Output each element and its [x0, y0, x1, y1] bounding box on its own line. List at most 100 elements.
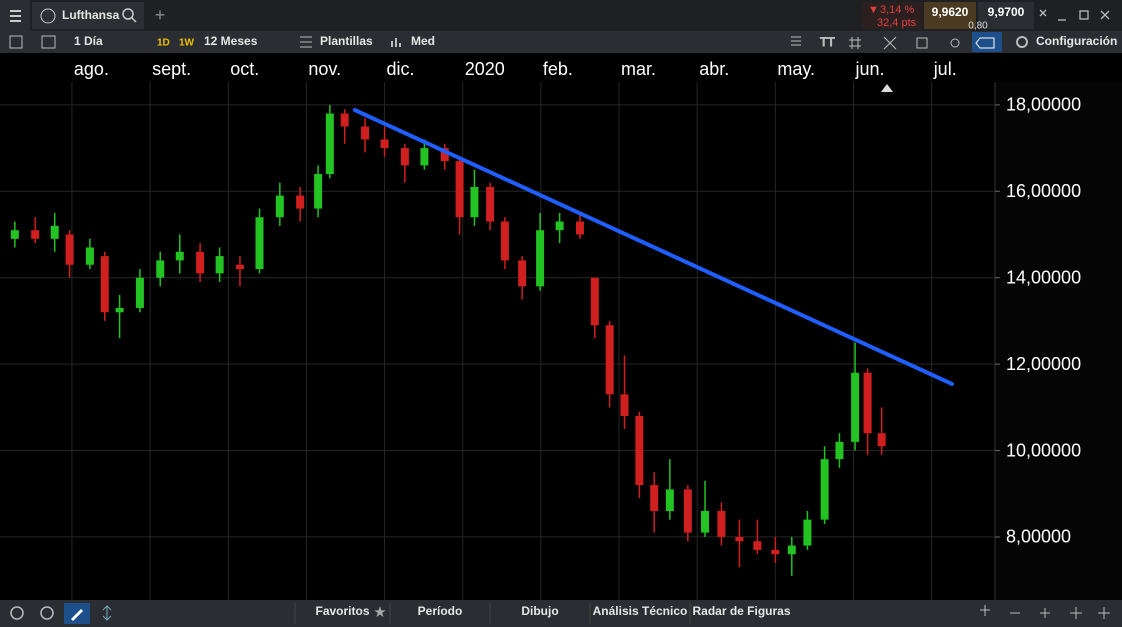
menu-icon [10, 10, 21, 22]
candle-body [135, 277, 144, 308]
search-icon-handle [131, 17, 137, 23]
interval[interactable]: 1 Día [74, 34, 103, 48]
y-tick-label: 10,00000 [1006, 440, 1081, 460]
candle-body [877, 433, 886, 447]
candle-body [115, 307, 124, 313]
templates[interactable]: Plantillas [320, 34, 373, 48]
x-tick-label: may. [777, 59, 815, 79]
bid-box[interactable] [924, 2, 976, 29]
candle-body [296, 195, 305, 209]
candle-body [361, 126, 370, 140]
chart-area [0, 53, 1122, 600]
bottom-tabs: Favoritos Período Dibujo Análisis Técnico Ra… [294, 603, 791, 624]
x-tick-label: feb. [543, 59, 573, 79]
pencil-icon [71, 609, 83, 621]
tab-title: Lufthansa [62, 8, 120, 22]
bottom-tab[interactable]: Favoritos [315, 604, 369, 618]
window-controls[interactable] [1039, 9, 1110, 21]
spread: 0,80 [968, 21, 988, 32]
bottom-bar [0, 600, 1122, 627]
y-tick-label: 12,00000 [1006, 354, 1081, 374]
favorite-star[interactable]: ★ [373, 604, 386, 621]
candle-body [486, 186, 495, 222]
add-tab[interactable]: + [155, 5, 166, 25]
candle-body [175, 251, 184, 261]
candle-body [620, 394, 629, 416]
candle-body [803, 519, 812, 546]
candle-body [500, 221, 509, 261]
price-type-icon [391, 38, 401, 47]
instrument-tab[interactable] [32, 2, 144, 29]
settings[interactable]: Configuración [1036, 34, 1117, 48]
quick-1d[interactable]: 1D [157, 38, 170, 49]
candle-body [196, 251, 205, 274]
svg-text:TT: TT [820, 35, 835, 49]
candle-body [650, 485, 659, 512]
candle-body [555, 221, 564, 231]
candle-body [156, 260, 165, 278]
candle-body [701, 511, 710, 533]
change-box [862, 2, 922, 29]
candle-body [235, 264, 244, 270]
candle-body [85, 247, 94, 265]
price-axis-panel [995, 82, 1122, 600]
candle-body [863, 372, 872, 434]
candle-body [851, 372, 860, 442]
y-tick-label: 16,00000 [1006, 181, 1081, 201]
candle-body [100, 256, 109, 313]
candle-body [50, 225, 59, 239]
change-pct: 3,14 % [880, 4, 914, 16]
candle-body [340, 113, 349, 127]
candle-body [400, 148, 409, 166]
x-tick-label: 2020 [465, 59, 505, 79]
templates-icon [300, 36, 312, 48]
candle-body [590, 277, 599, 326]
candle-body [275, 195, 284, 218]
y-tick-label: 8,00000 [1006, 527, 1071, 547]
range[interactable]: 12 Meses [204, 34, 258, 48]
label-tool-icon [975, 37, 995, 49]
candle-body [683, 489, 692, 533]
price-type[interactable]: Med [411, 34, 435, 48]
x-tick-label: jul. [933, 59, 957, 79]
x-tick-label: ago. [74, 59, 109, 79]
time-marker [881, 84, 893, 92]
candle-body [835, 441, 844, 460]
bottom-tab[interactable]: Período [418, 604, 463, 618]
candle-body [635, 415, 644, 486]
toolbar [0, 31, 1122, 53]
clear-icon[interactable] [40, 606, 54, 620]
candle-body [605, 325, 614, 395]
candle-body [255, 217, 264, 270]
trendline [352, 108, 955, 386]
bottom-tab[interactable]: Dibujo [521, 604, 558, 618]
layout-icon[interactable] [9, 35, 23, 49]
candle-body [65, 234, 74, 265]
candle-body [518, 260, 527, 287]
candle-body [771, 549, 780, 555]
candle-body [325, 113, 334, 175]
sort-icon[interactable] [102, 605, 112, 621]
candle-body [575, 221, 584, 235]
refresh-icon[interactable] [10, 606, 24, 620]
x-tick-label: nov. [308, 59, 341, 79]
candle-body [787, 545, 796, 555]
zoom-controls[interactable] [980, 605, 1110, 619]
search-icon[interactable] [122, 8, 134, 20]
y-tick-label: 14,00000 [1006, 267, 1081, 287]
quick-1w[interactable]: 1W [179, 38, 195, 49]
bottom-tab[interactable]: Radar de Figuras [692, 604, 790, 618]
settings-icon [1016, 36, 1028, 48]
tab-icon [40, 8, 56, 24]
x-tick-label: sept. [152, 59, 191, 79]
grid-icon[interactable] [41, 35, 56, 49]
bottom-tab[interactable]: Análisis Técnico [593, 604, 688, 618]
x-tick-label: jun. [855, 59, 885, 79]
chart: ago. sept. oct. nov. dic. 2020 feb. mar. abr. may… [0, 59, 1081, 600]
candle-body [820, 459, 829, 520]
candle-body [440, 148, 449, 162]
ask-box[interactable] [978, 2, 1034, 29]
toolbar-icons[interactable]: TT [791, 35, 960, 50]
ask-price: 9,9700 [988, 5, 1025, 19]
x-tick-label: dic. [387, 59, 415, 79]
